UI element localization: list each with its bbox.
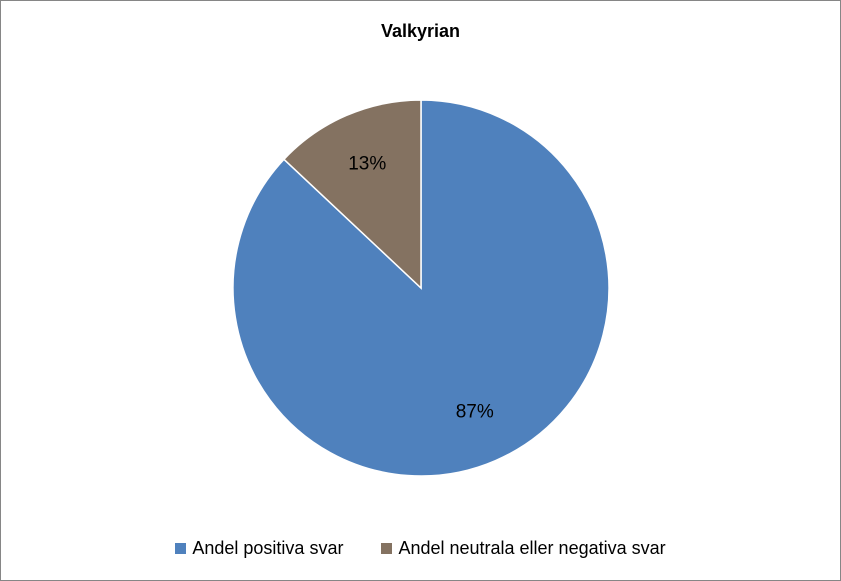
legend-label: Andel neutrala eller negativa svar [398,538,666,558]
legend-item: Andel neutrala eller negativa svar [381,538,666,559]
legend-swatch [381,543,393,554]
legend-swatch [175,543,187,554]
data-label: 13% [348,153,386,174]
legend: Andel positiva svar Andel neutrala eller … [1,538,840,559]
pie-slice [282,99,422,290]
chart-title: Valkyrian [380,21,461,41]
legend-label: Andel positiva svar [192,538,344,558]
data-label: 87% [456,402,494,423]
legend-item: Andel positiva svar [175,538,343,559]
